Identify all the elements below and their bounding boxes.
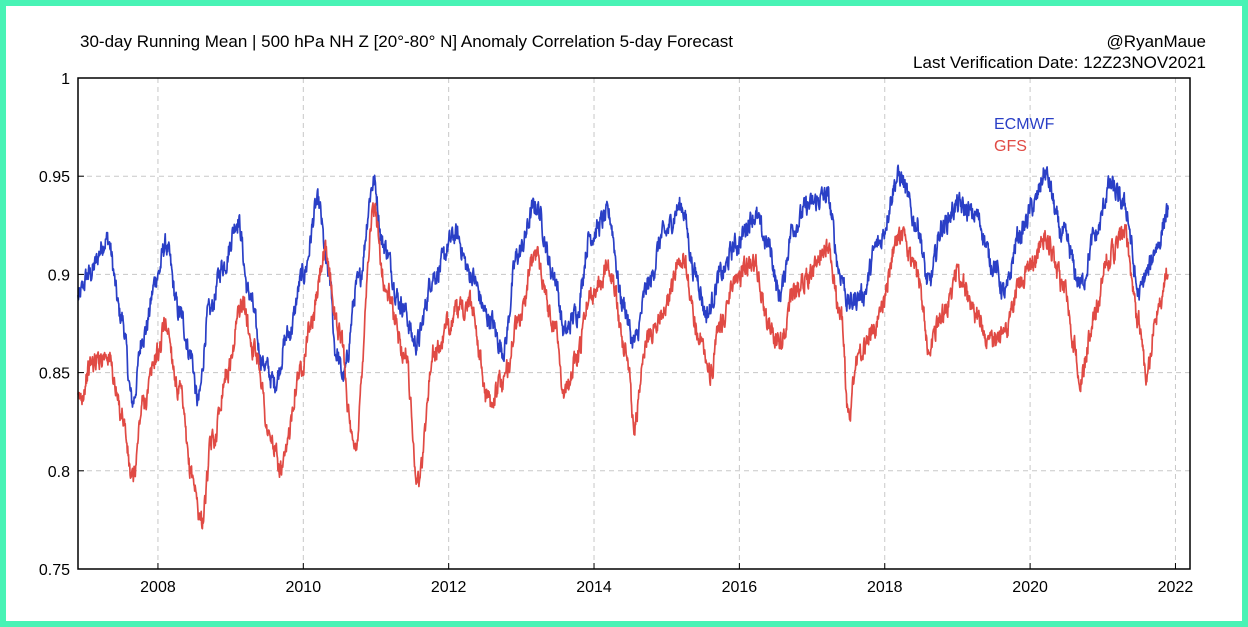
y-tick-label: 0.9: [48, 267, 70, 284]
chart-title: 30-day Running Mean | 500 hPa NH Z [20°-…: [80, 32, 733, 51]
x-axis: 2008 2010 2012 2014 2016 2018 2020 2022: [140, 563, 1193, 596]
series-lines: [77, 164, 1170, 530]
credit-label: @RyanMaue: [1107, 32, 1206, 51]
y-tick-label: 1: [61, 71, 70, 88]
x-tick-label: 2014: [576, 579, 612, 596]
x-tick-label: 2012: [431, 579, 467, 596]
y-tick-label: 0.75: [39, 562, 70, 579]
y-axis: 0.75 0.8 0.85 0.9 0.95 1: [39, 71, 84, 579]
x-tick-label: 2016: [722, 579, 758, 596]
series-line-gfs: [77, 202, 1169, 530]
series-line-ecmwf: [77, 164, 1170, 408]
y-tick-label: 0.95: [39, 169, 70, 186]
y-tick-label: 0.8: [48, 464, 70, 481]
y-tick-label: 0.85: [39, 366, 70, 383]
chart-frame: 30-day Running Mean | 500 hPa NH Z [20°-…: [6, 6, 1242, 621]
chart-canvas: 30-day Running Mean | 500 hPa NH Z [20°-…: [39, 32, 1206, 596]
verification-date: Last Verification Date: 12Z23NOV2021: [913, 53, 1206, 72]
x-tick-label: 2018: [867, 579, 903, 596]
legend-item-gfs: GFS: [994, 138, 1027, 155]
legend: ECMWF GFS: [994, 116, 1055, 155]
x-tick-label: 2022: [1158, 579, 1194, 596]
plot-border: [77, 77, 1191, 570]
legend-item-ecmwf: ECMWF: [994, 116, 1055, 133]
x-tick-label: 2010: [286, 579, 322, 596]
x-tick-label: 2008: [140, 579, 176, 596]
x-tick-label: 2020: [1012, 579, 1048, 596]
